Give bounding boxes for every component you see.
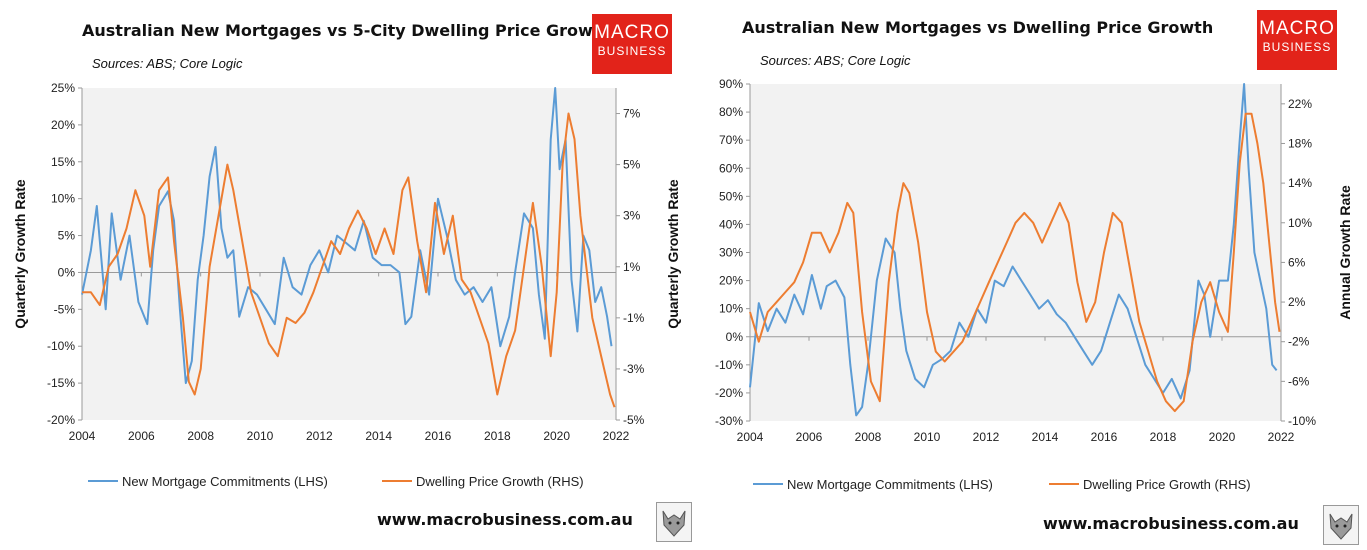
left-chart-panel: Australian New Mortgages vs 5-City Dwell… <box>0 0 692 550</box>
y-tick-label: 60% <box>719 161 743 175</box>
legend-label: Dwelling Price Growth (RHS) <box>416 474 584 489</box>
y2-tick-label: 7% <box>623 107 641 121</box>
y-tick-label: 15% <box>51 155 75 169</box>
y-tick-label: 20% <box>51 118 75 132</box>
y2-tick-label: 1% <box>623 260 641 274</box>
chart-left: -20% -15% -10% -5% 0% 5% 10% 15% 20% 25% -5% -3% -1%… <box>12 81 681 489</box>
x-tick-label: 2010 <box>914 430 941 444</box>
x-tick-label: 2012 <box>973 430 1000 444</box>
y2-tick-label: 6% <box>1288 255 1306 269</box>
wolf-icon <box>1329 513 1353 540</box>
y2-tick-label: 3% <box>623 209 641 223</box>
y2-axis-title: Annual Growth Rate <box>1337 185 1353 320</box>
y-tick-label: 25% <box>51 81 75 95</box>
legend-label: Dwelling Price Growth (RHS) <box>1083 477 1251 492</box>
website-url[interactable]: www.macrobusiness.com.au <box>1043 514 1299 533</box>
y-tick-label: 50% <box>719 189 743 203</box>
wolf-logo <box>1323 505 1359 545</box>
y-tick-label: 30% <box>719 246 743 260</box>
right-chart-panel: Australian New Mortgages vs Dwelling Pri… <box>683 0 1367 550</box>
y2-tick-label: -1% <box>623 311 645 325</box>
x-tick-label: 2016 <box>1091 430 1118 444</box>
x-tick-label: 2018 <box>484 429 511 443</box>
macrobusiness-logo: MACRO BUSINESS <box>1257 10 1337 70</box>
logo-line2: BUSINESS <box>1262 40 1332 54</box>
y-tick-label: 90% <box>719 77 743 91</box>
x-tick-label: 2004 <box>69 429 96 443</box>
x-tick-label: 2012 <box>306 429 333 443</box>
y-tick-label: 80% <box>719 105 743 119</box>
x-tick-label: 2018 <box>1150 430 1177 444</box>
plot-area <box>82 88 616 420</box>
plot-area <box>750 84 1281 421</box>
y2-tick-label: 22% <box>1288 97 1312 111</box>
legend-label: New Mortgage Commitments (LHS) <box>122 474 328 489</box>
x-tick-label: 2014 <box>365 429 392 443</box>
y-tick-label: 5% <box>58 229 76 243</box>
website-url[interactable]: www.macrobusiness.com.au <box>377 510 633 529</box>
x-tick-label: 2008 <box>187 429 214 443</box>
x-tick-label: 2008 <box>855 430 882 444</box>
logo-line2: BUSINESS <box>597 44 667 58</box>
chart-title: Australian New Mortgages vs Dwelling Pri… <box>742 18 1214 37</box>
x-tick-label: 2016 <box>425 429 452 443</box>
series-line-dwelling-price <box>749 112 1281 413</box>
series-line-dwelling-price <box>82 112 616 408</box>
y-tick-label: 10% <box>719 302 743 316</box>
y2-tick-label: -6% <box>1288 374 1310 388</box>
y2-tick-label: -10% <box>1288 414 1316 428</box>
x-tick-label: 2022 <box>1268 430 1295 444</box>
y-tick-label: -30% <box>715 414 743 428</box>
chart-sources: Sources: ABS; Core Logic <box>92 56 243 71</box>
y2-tick-label: -3% <box>623 362 645 376</box>
x-tick-label: 2020 <box>543 429 570 443</box>
x-tick-label: 2014 <box>1032 430 1059 444</box>
x-tick-label: 2006 <box>796 430 823 444</box>
y2-tick-label: 10% <box>1288 216 1312 230</box>
y-tick-label: -5% <box>54 302 76 316</box>
chart-title: Australian New Mortgages vs 5-City Dwell… <box>82 21 612 40</box>
wolf-icon <box>662 510 686 537</box>
x-tick-label: 2022 <box>603 429 630 443</box>
y-tick-label: -10% <box>715 358 743 372</box>
chart-right: -30% -20% -10% 0% 10% 20% 30% 40% 50% 60% 70% 80% 90… <box>715 77 1353 492</box>
x-tick-label: 2006 <box>128 429 155 443</box>
y-tick-label: -20% <box>715 386 743 400</box>
legend-label: New Mortgage Commitments (LHS) <box>787 477 993 492</box>
macrobusiness-logo: MACRO BUSINESS <box>592 14 672 74</box>
y-tick-label: 10% <box>51 192 75 206</box>
y-tick-label: 0% <box>726 330 744 344</box>
y-tick-label: -15% <box>47 376 75 390</box>
y-tick-label: -20% <box>47 413 75 427</box>
y-tick-label: 20% <box>719 274 743 288</box>
y-tick-label: 40% <box>719 217 743 231</box>
y-tick-label: 0% <box>58 265 76 279</box>
x-tick-label: 2004 <box>737 430 764 444</box>
logo-line1: MACRO <box>594 22 670 43</box>
y-axis-title: Quarterly Growth Rate <box>12 179 28 329</box>
y-tick-label: 70% <box>719 133 743 147</box>
series-line-mortgages <box>749 83 1278 417</box>
y2-axis-title: Quarterly Growth Rate <box>665 179 681 329</box>
y2-tick-label: -2% <box>1288 335 1310 349</box>
logo-line1: MACRO <box>1259 18 1335 39</box>
y2-tick-label: 18% <box>1288 136 1312 150</box>
y-tick-label: -10% <box>47 339 75 353</box>
y2-tick-label: 14% <box>1288 176 1312 190</box>
x-tick-label: 2010 <box>247 429 274 443</box>
y2-tick-label: 2% <box>1288 295 1306 309</box>
x-tick-label: 2020 <box>1209 430 1236 444</box>
wolf-logo <box>656 502 692 542</box>
chart-sources: Sources: ABS; Core Logic <box>760 53 911 68</box>
y2-tick-label: -5% <box>623 413 645 427</box>
y2-tick-label: 5% <box>623 158 641 172</box>
